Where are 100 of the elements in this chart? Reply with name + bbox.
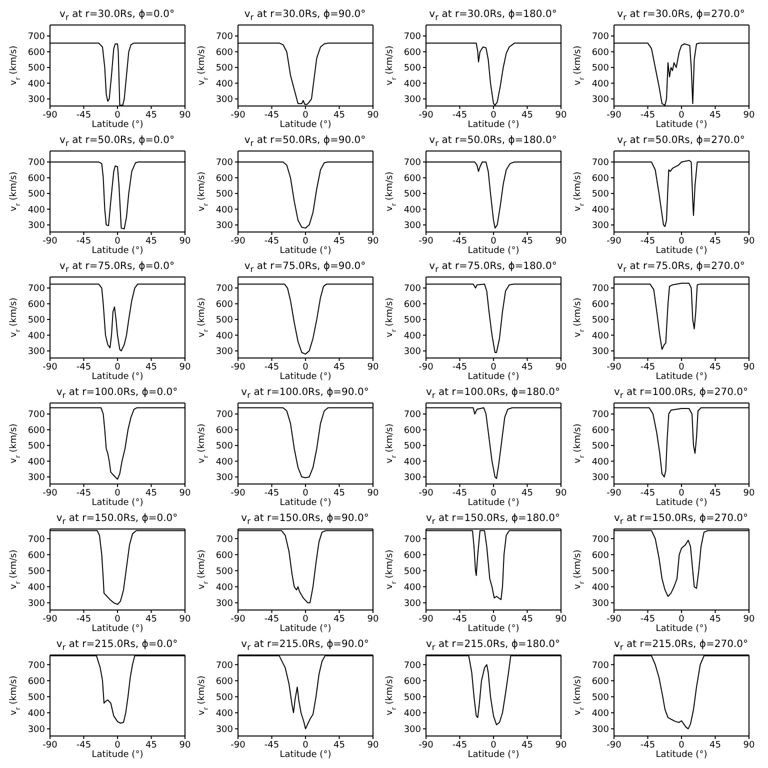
x-tick-label: -90 xyxy=(42,110,58,120)
y-tick-label: 400 xyxy=(216,205,234,216)
x-tick-label: -90 xyxy=(606,740,622,750)
x-axis-title: Latitude (°) xyxy=(280,120,332,130)
y-tick-label: 600 xyxy=(592,174,610,184)
x-tick-label: 90 xyxy=(743,740,755,750)
x-tick-label: -45 xyxy=(76,236,92,246)
x-tick-label: -45 xyxy=(452,362,468,372)
x-tick-label: 45 xyxy=(710,488,721,498)
y-tick-label: 700 xyxy=(28,284,46,294)
y-tick-label: 600 xyxy=(216,174,234,184)
y-tick-label: 500 xyxy=(28,190,46,200)
x-tick-label: 45 xyxy=(334,236,345,246)
y-tick-label: 700 xyxy=(216,660,234,671)
x-tick-label: 45 xyxy=(334,740,345,750)
y-tick-label: 700 xyxy=(28,410,46,420)
y-tick-label: 300 xyxy=(216,598,234,609)
chart-title: v$_{r}$ at r=30.0Rs, ϕ=180.0° xyxy=(428,8,558,22)
y-tick-label: 700 xyxy=(404,32,422,42)
x-tick-label: -90 xyxy=(42,614,58,624)
x-axis-title: Latitude (°) xyxy=(468,750,520,760)
x-tick-label: 0 xyxy=(678,740,685,750)
x-tick-label: -45 xyxy=(452,488,468,498)
x-tick-label: -90 xyxy=(418,362,434,372)
x-tick-label: 0 xyxy=(302,740,309,750)
chart-title: v$_{r}$ at r=50.0Rs, ϕ=90.0° xyxy=(243,134,367,148)
y-tick-label: 700 xyxy=(592,284,610,294)
x-tick-label: 90 xyxy=(743,362,755,372)
y-tick-label: 700 xyxy=(28,158,46,168)
x-tick-label: -45 xyxy=(264,110,280,120)
y-tick-label: 300 xyxy=(216,473,234,484)
chart-title: v$_{r}$ at r=30.0Rs, ϕ=270.0° xyxy=(616,8,746,22)
y-tick-label: 500 xyxy=(404,316,422,326)
y-tick-label: 600 xyxy=(28,174,46,184)
chart-title: v$_{r}$ at r=150.0Rs, ϕ=0.0° xyxy=(55,512,179,526)
y-tick-label: 400 xyxy=(216,457,234,468)
y-tick-label: 600 xyxy=(28,300,46,310)
x-axis-title: Latitude (°) xyxy=(656,246,708,256)
x-axis-title: Latitude (°) xyxy=(468,120,520,130)
y-tick-label: 700 xyxy=(216,410,234,420)
x-tick-label: -45 xyxy=(452,110,468,120)
y-tick-label: 400 xyxy=(404,582,422,593)
x-tick-label: 90 xyxy=(367,236,379,246)
chart-title: v$_{r}$ at r=50.0Rs, ϕ=0.0° xyxy=(58,134,176,148)
y-tick-label: 500 xyxy=(592,442,610,452)
y-tick-label: 500 xyxy=(216,316,234,326)
y-tick-label: 600 xyxy=(592,48,610,58)
y-tick-label: 700 xyxy=(216,534,234,545)
x-tick-label: 0 xyxy=(490,614,497,624)
chart-title: v$_{r}$ at r=75.0Rs, ϕ=270.0° xyxy=(616,260,746,274)
x-tick-label: 45 xyxy=(334,488,345,498)
y-tick-label: 400 xyxy=(592,79,610,90)
y-tick-label: 600 xyxy=(216,426,234,436)
y-tick-label: 300 xyxy=(592,724,610,735)
y-tick-label: 500 xyxy=(404,442,422,452)
x-tick-label: -90 xyxy=(230,110,246,120)
x-tick-label: -90 xyxy=(42,488,58,498)
y-tick-label: 700 xyxy=(28,660,46,671)
y-tick-label: 700 xyxy=(592,32,610,42)
y-tick-label: 500 xyxy=(404,566,422,577)
chart-title: v$_{r}$ at r=75.0Rs, ϕ=180.0° xyxy=(428,260,558,274)
y-tick-label: 300 xyxy=(404,221,422,232)
y-tick-label: 600 xyxy=(404,426,422,436)
y-tick-label: 300 xyxy=(28,347,46,358)
x-tick-label: 45 xyxy=(146,488,157,498)
x-tick-label: 90 xyxy=(179,488,191,498)
y-tick-label: 700 xyxy=(404,534,422,545)
x-tick-label: 0 xyxy=(490,362,497,372)
y-tick-label: 600 xyxy=(592,300,610,310)
x-tick-label: 0 xyxy=(490,488,497,498)
x-tick-label: 45 xyxy=(334,110,345,120)
x-tick-label: -90 xyxy=(418,236,434,246)
x-tick-label: 45 xyxy=(522,488,533,498)
chart-title: v$_{r}$ at r=100.0Rs, ϕ=90.0° xyxy=(240,386,370,400)
x-tick-label: -45 xyxy=(640,362,656,372)
y-tick-label: 700 xyxy=(216,284,234,294)
x-tick-label: 45 xyxy=(146,110,157,120)
x-tick-label: 90 xyxy=(367,488,379,498)
y-tick-label: 700 xyxy=(404,158,422,168)
x-tick-label: -45 xyxy=(76,614,92,624)
y-tick-label: 300 xyxy=(216,347,234,358)
y-tick-label: 300 xyxy=(216,724,234,735)
x-tick-label: 90 xyxy=(743,236,755,246)
y-tick-label: 500 xyxy=(404,64,422,74)
y-tick-label: 500 xyxy=(28,566,46,577)
y-tick-label: 400 xyxy=(216,708,234,719)
y-tick-label: 600 xyxy=(28,426,46,436)
x-tick-label: -45 xyxy=(264,362,280,372)
x-axis-title: Latitude (°) xyxy=(280,498,332,508)
x-axis-title: Latitude (°) xyxy=(468,624,520,634)
x-tick-label: 0 xyxy=(678,488,685,498)
x-tick-label: 90 xyxy=(367,110,379,120)
x-tick-label: -90 xyxy=(606,614,622,624)
y-tick-label: 400 xyxy=(216,331,234,342)
chart-title: v$_{r}$ at r=50.0Rs, ϕ=270.0° xyxy=(616,134,746,148)
y-tick-label: 400 xyxy=(28,582,46,593)
x-tick-label: -90 xyxy=(42,362,58,372)
y-tick-label: 400 xyxy=(28,205,46,216)
x-tick-label: -45 xyxy=(640,236,656,246)
y-tick-label: 700 xyxy=(28,534,46,545)
